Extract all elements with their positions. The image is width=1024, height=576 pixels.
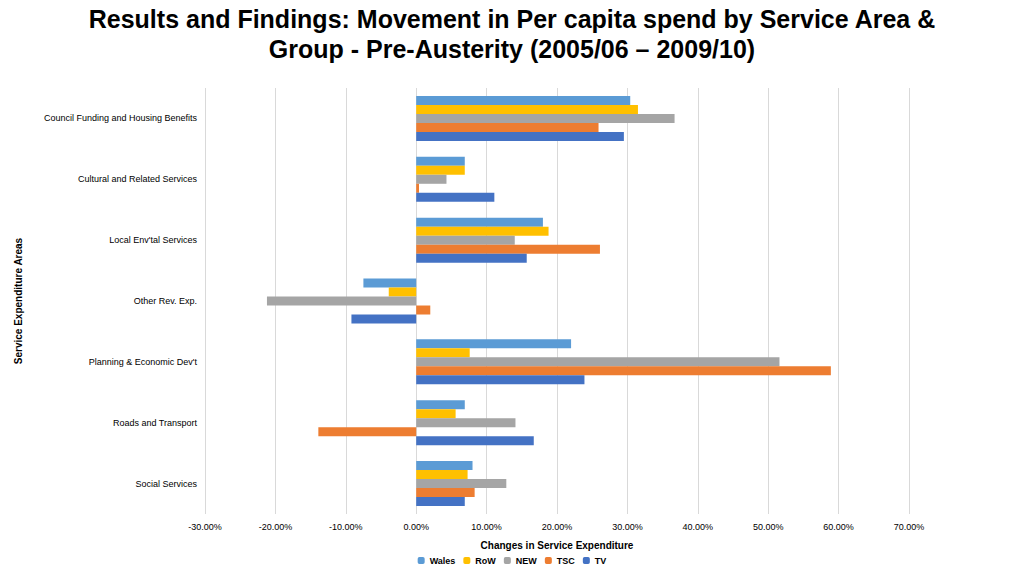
svg-text:-20.00%: -20.00% xyxy=(259,522,293,532)
svg-text:Service Expenditure Areas: Service Expenditure Areas xyxy=(13,237,24,364)
svg-text:30.00%: 30.00% xyxy=(612,522,643,532)
svg-text:0.00%: 0.00% xyxy=(403,522,429,532)
svg-text:Cultural and Related Services: Cultural and Related Services xyxy=(78,174,198,184)
svg-text:Local Env'tal Services: Local Env'tal Services xyxy=(109,235,197,245)
svg-text:70.00%: 70.00% xyxy=(894,522,925,532)
html-text:Results and Findings: Movement: Results and Findings: Movement in Per ca… xyxy=(88,5,936,63)
svg-text:50.00%: 50.00% xyxy=(753,522,784,532)
svg-text:Council Funding and Housing Be: Council Funding and Housing Benefits xyxy=(44,113,198,123)
svg-text:NEW: NEW xyxy=(516,556,538,566)
svg-text:40.00%: 40.00% xyxy=(683,522,714,532)
svg-text:Wales: Wales xyxy=(430,556,456,566)
svg-text:Changes in Service Expenditure: Changes in Service Expenditure xyxy=(481,540,634,551)
svg-text:TV: TV xyxy=(595,556,607,566)
svg-text:10.00%: 10.00% xyxy=(471,522,502,532)
svg-text:Roads and Transport: Roads and Transport xyxy=(113,418,198,428)
svg-text:TSC: TSC xyxy=(557,556,576,566)
svg-text:60.00%: 60.00% xyxy=(823,522,854,532)
svg-text:20.00%: 20.00% xyxy=(542,522,573,532)
svg-text:-30.00%: -30.00% xyxy=(188,522,222,532)
svg-text:Planning & Economic Dev't: Planning & Economic Dev't xyxy=(89,357,198,367)
svg-text:RoW: RoW xyxy=(475,556,496,566)
svg-text:Other Rev. Exp.: Other Rev. Exp. xyxy=(134,296,197,306)
svg-text:Social Services: Social Services xyxy=(135,479,197,489)
svg-text:-10.00%: -10.00% xyxy=(329,522,363,532)
